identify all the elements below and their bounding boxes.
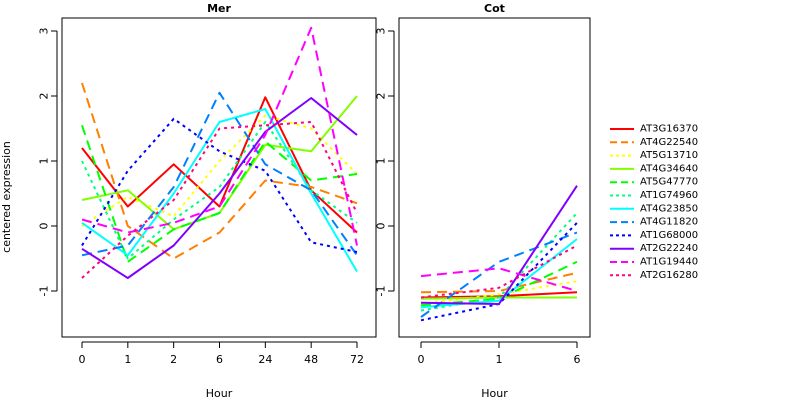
x-tick-label: 6 xyxy=(574,353,581,366)
y-tick-label: -1 xyxy=(38,286,51,297)
x-tick-label: 2 xyxy=(170,353,177,366)
legend-label: AT2G22240 xyxy=(640,243,698,254)
panel-mer: Mer 0 1 2 6 24 48 72 Hour -1 0 1 2 3 xyxy=(38,2,377,400)
legend-label: AT5G47770 xyxy=(640,177,698,188)
series-line-at1g19440 xyxy=(81,26,358,246)
series-line-at4g22540 xyxy=(420,271,578,294)
legend-item: AT3G16370 xyxy=(610,124,698,135)
y-tick-label: 2 xyxy=(375,93,388,100)
panel-title: Cot xyxy=(484,2,505,15)
x-axis-label: Hour xyxy=(481,387,508,400)
series-line-at3g16370 xyxy=(420,291,578,299)
series-line-at1g19440 xyxy=(420,267,578,292)
series-line-at2g16280 xyxy=(420,244,578,299)
legend-item: AT1G68000 xyxy=(610,230,698,241)
x-tick-label: 6 xyxy=(216,353,223,366)
legend-item: AT4G34640 xyxy=(610,163,698,174)
series-line-at2g22240 xyxy=(420,185,578,305)
series-line-at5g47770 xyxy=(81,124,358,263)
plot-frame xyxy=(61,17,377,338)
series-line-at4g11820 xyxy=(420,231,578,318)
x-tick-label: 1 xyxy=(496,353,503,366)
legend-label: AT1G74960 xyxy=(640,190,698,201)
y-tick-label: -1 xyxy=(375,286,388,297)
x-tick-label: 1 xyxy=(124,353,131,366)
x-axis-label: Hour xyxy=(206,387,233,400)
legend-item: AT2G16280 xyxy=(610,270,698,281)
legend-item: AT5G13710 xyxy=(610,150,698,161)
x-tick-label: 0 xyxy=(79,353,86,366)
legend-label: AT1G68000 xyxy=(640,230,698,241)
legend-item: AT1G74960 xyxy=(610,190,698,201)
panels: Mer 0 1 2 6 24 48 72 Hour -1 0 1 2 3 Cot 0 1 6 Hour -1 0 1 2 3 xyxy=(38,2,591,400)
legend-label: AT4G34640 xyxy=(640,163,698,174)
series-line-at5g47770 xyxy=(420,260,578,307)
series-line-at5g13710 xyxy=(81,114,358,227)
series-group xyxy=(420,185,578,322)
y-tick-label: 1 xyxy=(375,158,388,165)
y-tick-label: 2 xyxy=(38,93,51,100)
y-axis-label: centered expression xyxy=(0,141,13,253)
series-line-at1g74960 xyxy=(420,212,578,312)
y-tick-label: 3 xyxy=(38,28,51,35)
legend-label: AT3G16370 xyxy=(640,124,698,135)
legend-item: AT1G19440 xyxy=(610,257,698,268)
legend-item: AT4G11820 xyxy=(610,217,698,228)
series-line-at4g11820 xyxy=(81,91,358,257)
y-tick-label: 0 xyxy=(38,223,51,230)
legend-item: AT4G23850 xyxy=(610,203,698,214)
y-tick-label: 1 xyxy=(38,158,51,165)
series-line-at2g22240 xyxy=(81,97,358,279)
y-tick-label: 0 xyxy=(375,223,388,230)
series-line-at4g23850 xyxy=(420,238,578,309)
legend-item: AT4G22540 xyxy=(610,137,698,148)
series-line-at1g74960 xyxy=(81,121,358,260)
series-line-at4g22540 xyxy=(81,82,358,260)
panel-cot: Cot 0 1 6 Hour -1 0 1 2 3 xyxy=(375,2,591,400)
legend: AT3G16370 AT4G22540 AT5G13710 AT4G34640 AT5G… xyxy=(610,124,698,281)
x-tick-label: 24 xyxy=(258,353,272,366)
legend-item: AT5G47770 xyxy=(610,177,698,188)
x-tick-label: 72 xyxy=(350,353,364,366)
legend-label: AT4G23850 xyxy=(640,203,698,214)
y-tick-label: 3 xyxy=(375,28,388,35)
series-line-at4g23850 xyxy=(81,108,358,273)
series-line-at2g16280 xyxy=(81,121,358,279)
series-group xyxy=(81,26,358,279)
legend-label: AT1G19440 xyxy=(640,257,698,268)
plot-frame xyxy=(398,17,591,338)
legend-item: AT2G22240 xyxy=(610,243,698,254)
legend-label: AT4G11820 xyxy=(640,217,698,228)
panel-title: Mer xyxy=(207,2,231,15)
series-line-at5g13710 xyxy=(420,280,578,305)
legend-label: AT4G22540 xyxy=(640,137,698,148)
x-tick-label: 48 xyxy=(304,353,318,366)
legend-label: AT5G13710 xyxy=(640,150,698,161)
legend-label: AT2G16280 xyxy=(640,270,698,281)
x-tick-label: 0 xyxy=(418,353,425,366)
